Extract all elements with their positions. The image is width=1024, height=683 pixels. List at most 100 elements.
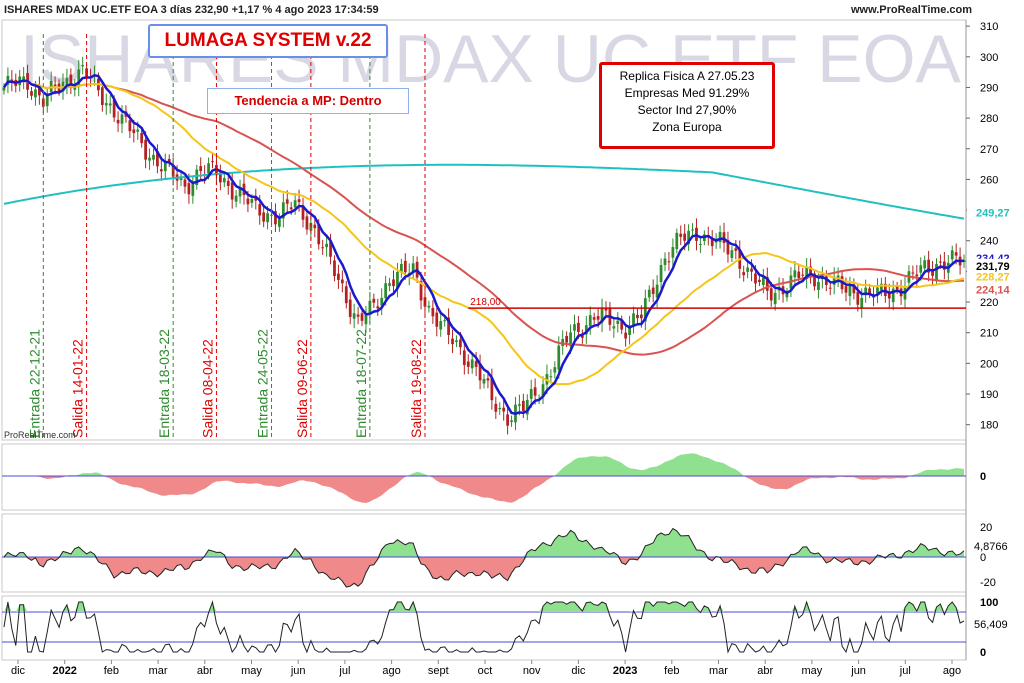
system-title-box: LUMAGA SYSTEM v.22 xyxy=(148,24,388,58)
candle-body xyxy=(754,273,757,284)
candle-body xyxy=(848,286,852,297)
candle-body xyxy=(742,272,746,276)
candle-body xyxy=(45,94,49,107)
candle-body xyxy=(340,279,344,284)
medium-ma-value: 228,27 xyxy=(976,272,1010,284)
slow-ma-value-bg xyxy=(967,282,1021,297)
site-label[interactable]: www.ProRealTime.com xyxy=(850,4,972,16)
osc3-overbought-area xyxy=(3,602,965,612)
candle-body xyxy=(746,267,750,272)
candle-body xyxy=(254,197,258,201)
candle-body xyxy=(911,272,915,274)
candle-body xyxy=(687,230,690,245)
candle-body xyxy=(864,287,868,295)
candle-body xyxy=(931,270,934,276)
candle-body xyxy=(761,277,765,285)
candle-body xyxy=(459,339,462,348)
exit-signal-label: Salida 08-04-22 xyxy=(199,339,215,438)
candle-body xyxy=(592,317,596,320)
x-tick-label: abr xyxy=(757,665,773,677)
candle-body xyxy=(510,420,513,423)
ma-long-value: 249,27 xyxy=(976,207,1010,219)
candle-body xyxy=(411,263,415,272)
candle-body xyxy=(824,276,828,286)
x-tick-label: nov xyxy=(523,665,541,677)
price-tick-label: 220 xyxy=(980,297,998,309)
candle-body xyxy=(667,261,671,263)
candle-body xyxy=(6,75,10,85)
candle-body xyxy=(230,182,234,200)
x-tick-label: ago xyxy=(943,665,961,677)
candle-body xyxy=(392,279,395,287)
x-tick-label: abr xyxy=(197,665,213,677)
price-tick-label: 190 xyxy=(980,389,998,401)
candle-body xyxy=(939,261,942,263)
slow-ma-value: 224,14 xyxy=(976,284,1011,296)
candle-body xyxy=(352,313,356,319)
info-box: Replica Fisica A 27.05.23 Empresas Med 9… xyxy=(599,62,775,149)
candle-body xyxy=(278,218,281,227)
candle-body xyxy=(191,183,195,196)
candle-body xyxy=(455,340,458,343)
osc2-last-value: 4,8766 xyxy=(974,541,1008,553)
candle-body xyxy=(604,308,608,311)
candle-body xyxy=(750,268,753,272)
candle-body xyxy=(482,378,486,384)
candle-body xyxy=(486,378,490,381)
candle-body xyxy=(266,213,269,223)
candle-body xyxy=(348,299,352,317)
x-tick-label: dic xyxy=(11,665,26,677)
candle-body xyxy=(222,178,226,183)
osc2-tick-label: 20 xyxy=(980,522,992,534)
info-line: Sector Ind 27,90% xyxy=(637,103,737,117)
candle-body xyxy=(136,129,140,132)
candle-body xyxy=(726,240,730,255)
osc1-tick-label: 0 xyxy=(980,471,986,483)
candle-body xyxy=(832,276,836,285)
info-line: Empresas Med 91.29% xyxy=(624,86,750,100)
brand-small: ProRealTime.com xyxy=(4,430,76,440)
ma-medium-line xyxy=(3,79,965,386)
candle-body xyxy=(112,99,116,118)
x-tick-label: dic xyxy=(571,665,586,677)
ma-slow-line xyxy=(3,79,965,356)
x-tick-label: oct xyxy=(478,665,493,677)
price-tick-label: 260 xyxy=(980,174,998,186)
candle-body xyxy=(588,315,592,327)
price-tick-label: 280 xyxy=(980,113,998,125)
candle-body xyxy=(553,367,557,373)
candle-body xyxy=(758,279,761,283)
x-tick-label: 2022 xyxy=(52,665,76,677)
ma-long-value-bg xyxy=(967,205,1021,220)
candle-body xyxy=(148,157,151,161)
medium-ma-value-bg xyxy=(967,269,1021,284)
price-tick-label: 270 xyxy=(980,144,998,156)
candle-body xyxy=(140,132,144,144)
candle-body xyxy=(533,387,537,396)
entry-signal-label: Entrada 18-03-22 xyxy=(156,329,172,438)
candle-body xyxy=(518,404,521,406)
candle-body xyxy=(836,275,840,279)
trend-label: Tendencia a MP: Dentro xyxy=(234,93,382,108)
candle-body xyxy=(573,324,576,331)
chart-title: ISHARES MDAX UC.ETF EOA 3 días 232,90 +1… xyxy=(4,4,379,16)
candle-body xyxy=(427,305,431,308)
x-tick-label: jun xyxy=(290,665,306,677)
candle-body xyxy=(600,308,604,323)
ma-fast-line xyxy=(2,73,965,415)
candle-body xyxy=(640,314,643,319)
candle-body xyxy=(81,64,85,67)
candle-body xyxy=(868,288,871,294)
x-tick-label: jun xyxy=(850,665,866,677)
candle-body xyxy=(321,247,325,249)
system-title: LUMAGA SYSTEM v.22 xyxy=(164,30,372,51)
trend-box: Tendencia a MP: Dentro xyxy=(207,88,409,114)
candle-body xyxy=(234,195,238,202)
price-tick-label: 200 xyxy=(980,358,998,370)
candle-body xyxy=(612,326,616,329)
candle-body xyxy=(211,161,214,163)
candle-body xyxy=(73,85,77,90)
candle-body xyxy=(596,316,600,320)
osc3-last-value: 56,409 xyxy=(974,619,1008,631)
